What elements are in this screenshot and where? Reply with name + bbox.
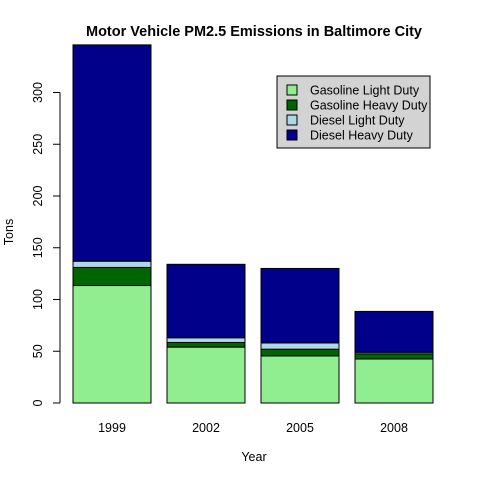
x-tick-label: 2008 — [380, 421, 408, 435]
x-tick-label: 2002 — [192, 421, 220, 435]
bar-segment-1999-4 — [72, 44, 152, 262]
bar-segment-2002-2 — [166, 341, 246, 348]
bar-segment-2002-4 — [166, 263, 246, 339]
y-tick-label: 100 — [31, 289, 45, 310]
legend-swatch — [286, 84, 298, 96]
bar-segment-1999-3 — [72, 260, 152, 268]
legend-label: Gasoline Heavy Duty — [310, 99, 428, 113]
x-axis: 1999 2002 2005 2008 — [98, 421, 408, 435]
bar-segment-2005-4 — [260, 267, 340, 344]
bar-segment-2005-3 — [260, 342, 340, 350]
y-tick-label: 300 — [31, 82, 45, 103]
y-axis-label: Tons — [2, 219, 16, 245]
y-axis: 0 50 100 150 200 250 300 — [31, 82, 61, 406]
bar-segment-1999-2 — [72, 266, 152, 287]
bar-segment-2008-1 — [354, 358, 434, 404]
legend-label: Diesel Light Duty — [310, 114, 405, 128]
bar-segment-2002-3 — [166, 337, 246, 343]
chart-title: Motor Vehicle PM2.5 Emissions in Baltimo… — [86, 24, 422, 40]
x-axis-label: Year — [241, 450, 266, 464]
y-tick-label: 0 — [31, 399, 45, 406]
x-tick-label: 1999 — [98, 421, 126, 435]
y-tick-label: 250 — [31, 134, 45, 155]
bar-segment-1999-1 — [72, 285, 152, 404]
x-tick-label: 2005 — [286, 421, 314, 435]
legend-box — [276, 75, 431, 149]
bar-segment-2008-2 — [354, 353, 434, 360]
bar-segment-2005-1 — [260, 355, 340, 404]
bar-segment-2008-4 — [354, 310, 434, 353]
legend-label: Diesel Heavy Duty — [310, 129, 414, 143]
bar-segment-2005-2 — [260, 348, 340, 357]
y-tick-label: 200 — [31, 186, 45, 207]
legend-label: Gasoline Light Duty — [310, 84, 420, 98]
legend-swatch — [286, 114, 298, 126]
bars-layer — [72, 44, 434, 404]
y-tick-label: 50 — [31, 344, 45, 358]
bar-segment-2002-1 — [166, 346, 246, 404]
legend-swatch — [286, 129, 298, 141]
legend-swatch — [286, 99, 298, 111]
y-tick-label: 150 — [31, 237, 45, 258]
